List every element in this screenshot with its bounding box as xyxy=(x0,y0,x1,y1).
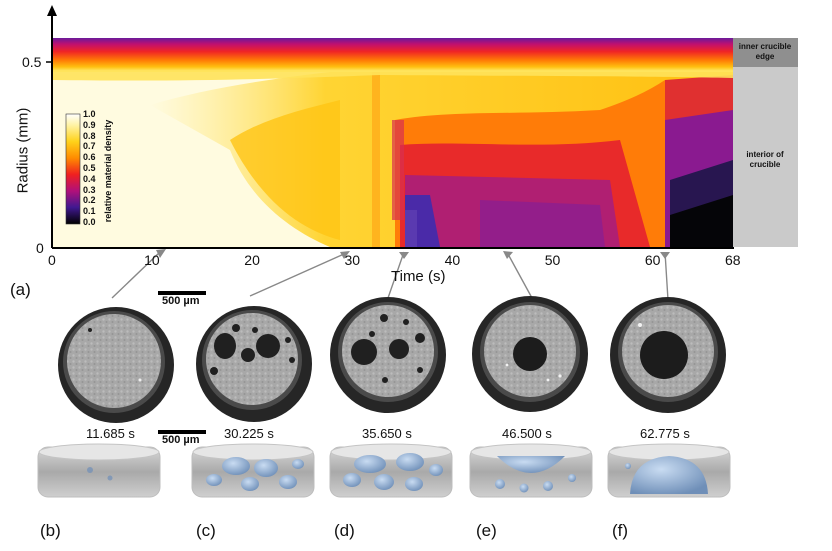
panel-label-d: (d) xyxy=(334,521,355,540)
inner-edge-box xyxy=(733,38,798,67)
colorbar xyxy=(65,113,81,225)
colorbar-tick-0.5: 0.5 xyxy=(83,163,96,173)
x-tick-label-40: 40 xyxy=(444,252,461,268)
heatmap xyxy=(53,38,733,247)
leader-arrowheads xyxy=(156,249,670,259)
interior-of-crucible-label: interior of crucible xyxy=(746,150,784,169)
colorbar-tick-0.4: 0.4 xyxy=(83,173,96,184)
interior-box xyxy=(733,67,798,247)
colorbar-tick-0.9: 0.9 xyxy=(83,119,96,130)
colorbar-tick-0.1: 0.1 xyxy=(83,206,96,217)
x-tick-label-20: 20 xyxy=(244,252,260,268)
x-tick-label-0: 0 xyxy=(48,252,56,268)
ct-slice-b xyxy=(58,307,174,423)
scale-bar-label-top: 500 µm xyxy=(162,295,200,307)
colorbar-tick-0.0: 0.0 xyxy=(83,217,96,227)
colorbar-tick-0.7: 0.7 xyxy=(83,141,96,152)
colorbar-tick-1.0: 1.0 xyxy=(83,109,96,119)
x-tick-label-50: 50 xyxy=(544,252,561,268)
colorbar-tick-0.3: 0.3 xyxy=(83,184,96,195)
panel-label-f: (f) xyxy=(612,521,629,540)
scale-bar-top xyxy=(158,291,206,295)
scale-bar-bottom xyxy=(158,430,206,434)
y-axis-arrow xyxy=(47,5,57,16)
ct-slice-c xyxy=(196,306,312,422)
render-c xyxy=(191,443,315,498)
colorbar-tick-0.8: 0.8 xyxy=(83,130,96,141)
inner-crucible-edge-label: inner crucible edge xyxy=(738,42,792,61)
panel-label-b: (b) xyxy=(40,521,61,540)
colorbar-tick-0.2: 0.2 xyxy=(83,195,96,206)
x-tick-label-10: 10 xyxy=(144,252,160,268)
x-tick-label-68: 68 xyxy=(725,252,741,268)
render-d xyxy=(329,443,453,498)
x-tick-label-30: 30 xyxy=(344,252,361,268)
y-tick-label-0.5: 0.5 xyxy=(22,54,42,70)
snapshot-time-e: 46.500 s xyxy=(502,426,552,441)
render-e xyxy=(469,443,593,498)
snapshot-time-c: 30.225 s xyxy=(224,426,274,441)
ct-slice-e xyxy=(472,296,588,412)
leader-lines xyxy=(111,251,669,301)
colorbar-tick-0.6: 0.6 xyxy=(83,152,96,163)
ct-slice-f xyxy=(610,297,726,413)
x-axis-label: Time (s) xyxy=(391,268,446,285)
snapshot-time-b: 11.685 s xyxy=(86,426,135,441)
snapshot-time-f: 62.775 s xyxy=(640,426,690,441)
colorbar-title: relative material density xyxy=(103,119,113,223)
render-f xyxy=(607,443,731,498)
panel-label-a: (a) xyxy=(10,280,31,299)
scale-bar-label-bottom: 500 µm xyxy=(162,434,200,446)
ct-slice-d xyxy=(330,297,446,413)
y-tick-label-0: 0 xyxy=(36,240,44,256)
panel-label-c: (c) xyxy=(196,521,216,540)
render-b xyxy=(37,443,161,498)
y-axis-label: Radius (mm) xyxy=(14,107,32,194)
panel-label-e: (e) xyxy=(476,521,497,540)
x-tick-label-60: 60 xyxy=(644,252,661,268)
snapshot-time-d: 35.650 s xyxy=(362,426,412,441)
